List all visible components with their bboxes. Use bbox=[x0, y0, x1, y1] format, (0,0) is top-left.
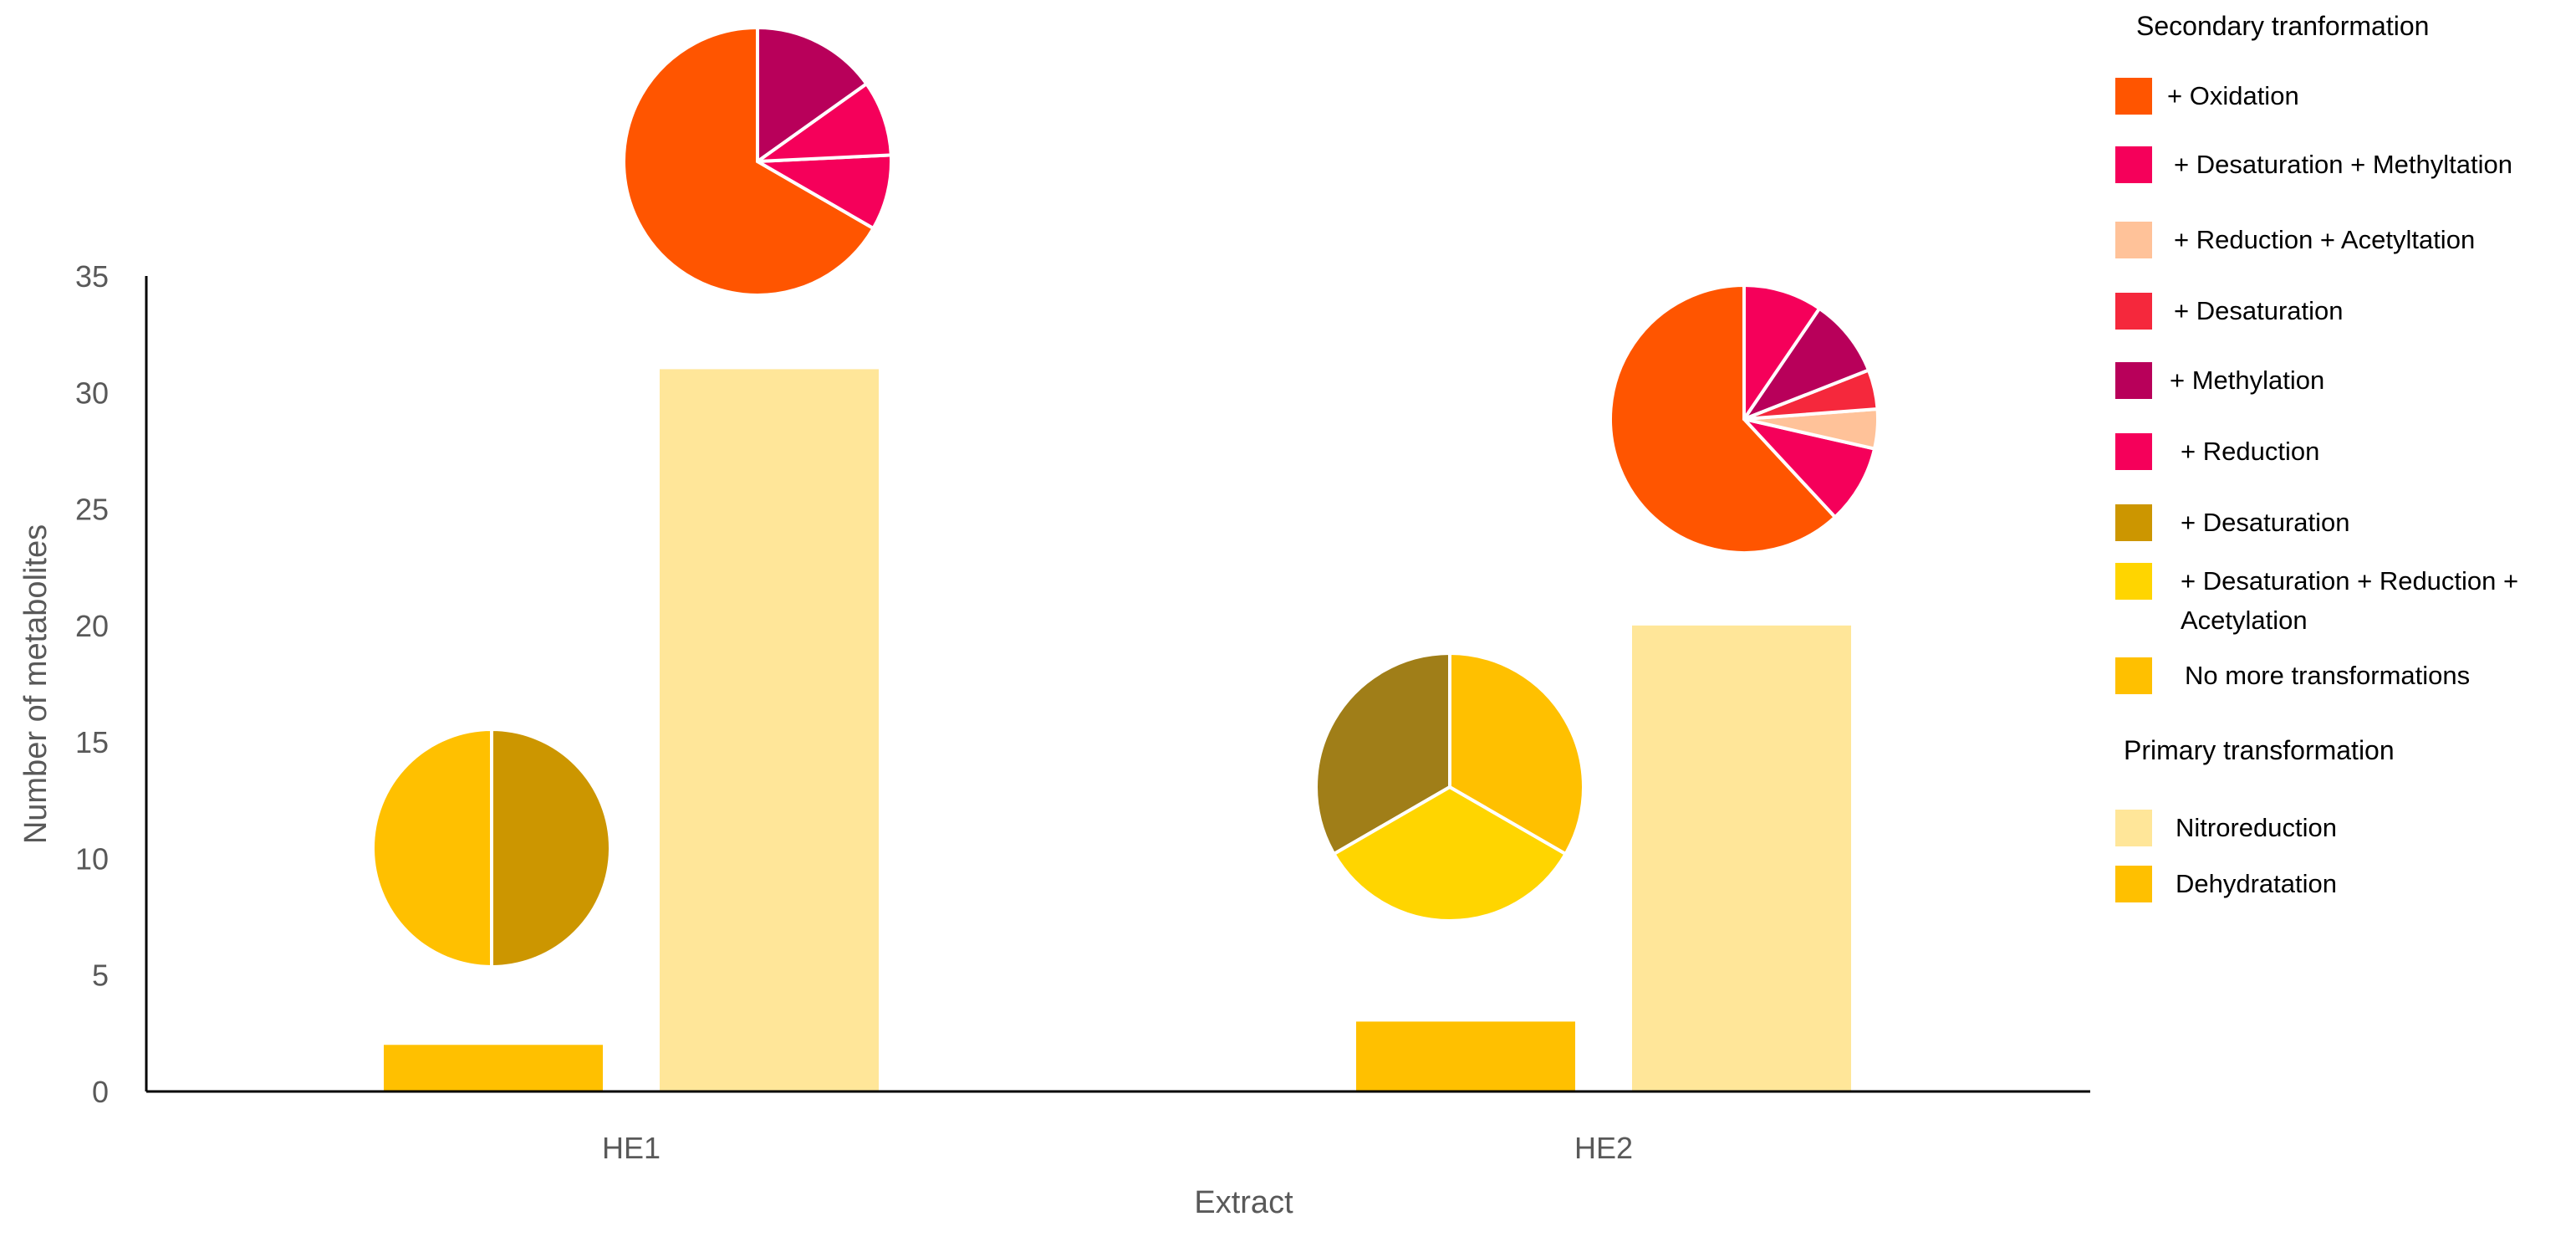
legend-label: + Desaturation bbox=[2174, 296, 2343, 325]
legend-label: + Methylation bbox=[2170, 365, 2324, 395]
pie-slice bbox=[1314, 652, 1451, 856]
legend-label: Dehydratation bbox=[2176, 869, 2337, 898]
y-axis-ticks: 0 5 10 15 20 25 30 35 bbox=[75, 259, 109, 1109]
pie-he1-nitroreduction bbox=[621, 26, 893, 297]
legend-swatch bbox=[2115, 563, 2152, 600]
pie-slice bbox=[1742, 306, 1870, 421]
legend-label: + Desaturation + Reduction + bbox=[2181, 566, 2518, 595]
legend-label: + Reduction bbox=[2181, 437, 2319, 466]
bar-he1-nitroreduction bbox=[660, 369, 879, 1091]
legend-swatch bbox=[2115, 657, 2152, 694]
bar-he1-dehydratation bbox=[384, 1045, 603, 1091]
legend-secondary-items: + Oxidation + Desaturation + Methyltation… bbox=[2115, 78, 2518, 694]
legend-swatch bbox=[2115, 222, 2152, 258]
x-axis-title: Extract bbox=[1194, 1185, 1293, 1220]
y-axis-title: Number of metabolites bbox=[18, 524, 54, 844]
legend-swatch bbox=[2115, 433, 2152, 470]
legend-swatch bbox=[2115, 810, 2152, 846]
pie-he2-dehydratation bbox=[1314, 652, 1585, 923]
pie-charts bbox=[371, 26, 1880, 969]
x-tick-label: HE1 bbox=[602, 1131, 661, 1165]
legend-label: + Desaturation bbox=[2181, 508, 2349, 537]
y-tick-label: 10 bbox=[75, 841, 109, 876]
pie-he2-nitroreduction bbox=[1609, 284, 1880, 555]
pie-slice bbox=[1332, 785, 1568, 923]
pie-slice bbox=[1742, 284, 1822, 421]
bar-he2-dehydratation bbox=[1356, 1021, 1575, 1091]
legend-swatch bbox=[2115, 362, 2152, 399]
x-axis-ticks: HE1 HE2 bbox=[602, 1131, 1633, 1165]
pie-slice bbox=[1448, 652, 1585, 856]
legend-label: + Desaturation + Methyltation bbox=[2174, 150, 2512, 179]
legend-label: + Reduction + Acetyltation bbox=[2174, 225, 2475, 254]
legend-label-line2: Acetylation bbox=[2181, 606, 2308, 635]
legend-label: Nitroreduction bbox=[2176, 813, 2337, 842]
legend-label: + Oxidation bbox=[2167, 81, 2299, 110]
pie-slice bbox=[756, 26, 869, 163]
legend-swatch bbox=[2115, 78, 2152, 115]
y-tick-label: 20 bbox=[75, 609, 109, 643]
legend-swatch bbox=[2115, 293, 2152, 330]
legend-label: No more transformations bbox=[2185, 661, 2470, 690]
bars bbox=[384, 369, 1851, 1091]
pie-he1-dehydratation bbox=[371, 728, 612, 969]
legend: Secondary tranformation + Oxidation + Des… bbox=[2115, 11, 2518, 902]
legend-swatch bbox=[2115, 866, 2152, 902]
pie-slice bbox=[1609, 284, 1837, 555]
y-tick-label: 0 bbox=[92, 1075, 109, 1109]
legend-swatch bbox=[2115, 504, 2152, 541]
pie-slice bbox=[371, 728, 493, 969]
y-tick-label: 25 bbox=[75, 493, 109, 527]
y-tick-label: 35 bbox=[75, 259, 109, 294]
y-tick-label: 30 bbox=[75, 376, 109, 410]
bar-he2-nitroreduction bbox=[1632, 625, 1851, 1091]
y-tick-label: 15 bbox=[75, 725, 109, 759]
legend-primary-title: Primary transformation bbox=[2124, 735, 2395, 765]
pie-slice bbox=[621, 26, 875, 297]
pie-slice bbox=[1742, 417, 1876, 519]
legend-primary-items: Nitroreduction Dehydratation bbox=[2115, 810, 2337, 902]
legend-swatch bbox=[2115, 146, 2152, 183]
pie-slice bbox=[490, 728, 612, 969]
y-tick-label: 5 bbox=[92, 958, 109, 993]
legend-secondary-title: Secondary tranformation bbox=[2136, 11, 2429, 41]
x-tick-label: HE2 bbox=[1574, 1131, 1633, 1165]
